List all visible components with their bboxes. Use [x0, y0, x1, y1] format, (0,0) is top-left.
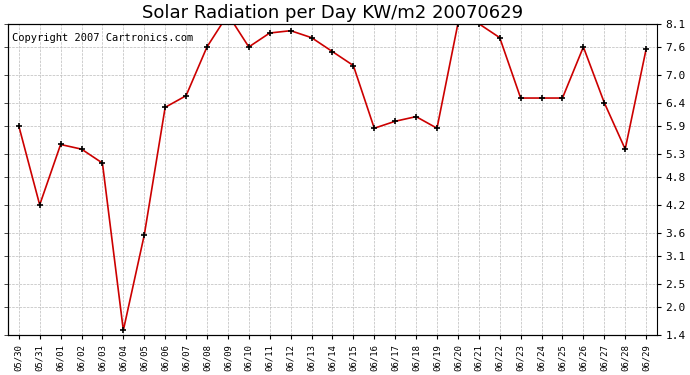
Text: Copyright 2007 Cartronics.com: Copyright 2007 Cartronics.com [12, 33, 193, 43]
Title: Solar Radiation per Day KW/m2 20070629: Solar Radiation per Day KW/m2 20070629 [142, 4, 523, 22]
